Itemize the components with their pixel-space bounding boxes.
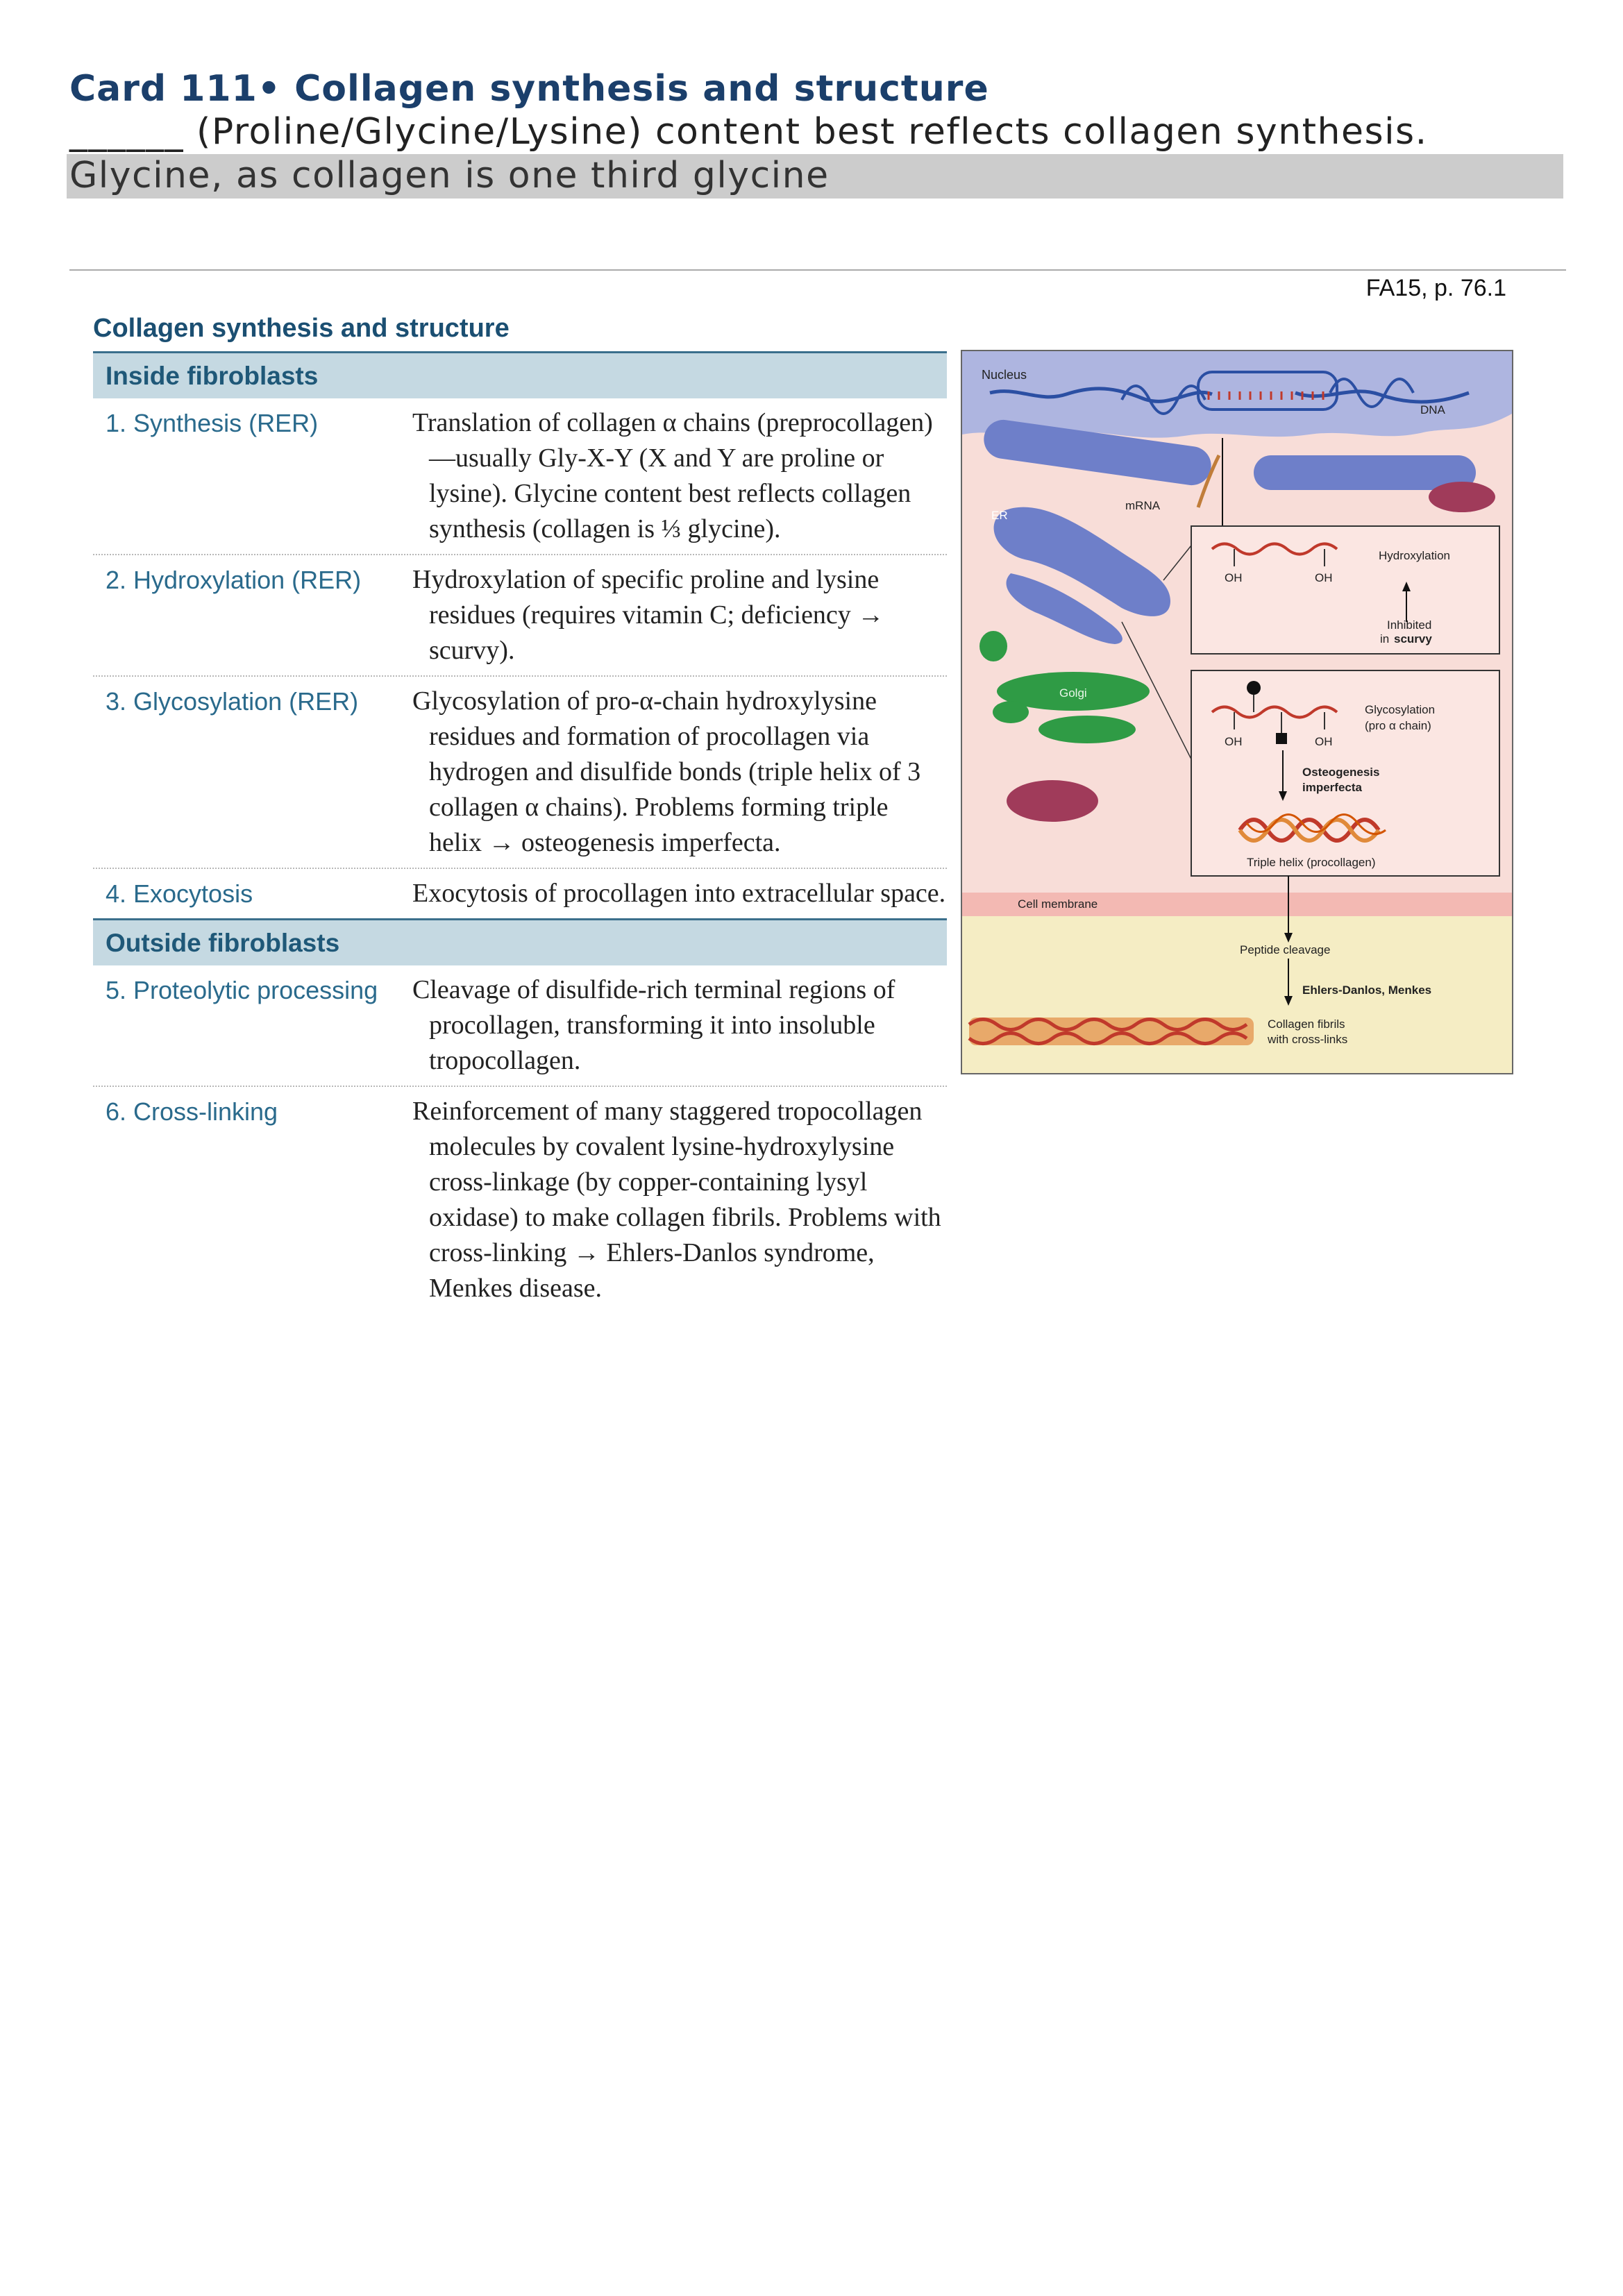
step-description: Exocytosis of procollagen into extracell…: [412, 879, 946, 908]
extracellular-space: [962, 916, 1512, 1073]
nucleus: [962, 351, 1512, 438]
label-dna: DNA: [1420, 403, 1446, 416]
source-reference: FA15, p. 76.1: [1365, 275, 1506, 301]
golgi-cisterna: [1038, 716, 1136, 743]
label-er: ER: [991, 509, 1008, 522]
label-cell-membrane: Cell membrane: [1018, 897, 1098, 911]
galactose-square: [1276, 733, 1287, 744]
mitochondrion: [1007, 780, 1098, 822]
golgi-cisterna: [997, 672, 1150, 711]
golgi-cisterna: [979, 631, 1007, 661]
label-mrna: mRNA: [1125, 499, 1161, 512]
table-row: 2. Hydroxylation (RER) Hydroxylation of …: [93, 555, 947, 677]
table-row: 1. Synthesis (RER) Translation of collag…: [93, 398, 947, 555]
dna-helix-right: [1329, 378, 1415, 408]
label-imperfecta: imperfecta: [1302, 781, 1363, 794]
steps-table: Inside fibroblasts 1. Synthesis (RER) Tr…: [93, 351, 947, 1313]
answer-highlight: [67, 154, 1563, 199]
dna-helix-left: [1120, 385, 1206, 415]
glycosylation-panel: [1191, 670, 1500, 877]
step-label: 4. Exocytosis: [106, 879, 253, 908]
label-hydroxylation: Hydroxylation: [1379, 549, 1450, 562]
step-label: 1. Synthesis (RER): [106, 409, 319, 437]
hydroxylation-panel: [1191, 525, 1500, 655]
label-oh: OH: [1315, 735, 1333, 748]
step-label: 2. Hydroxylation (RER): [106, 566, 362, 594]
answer-text: Glycine, as collagen is one third glycin…: [69, 155, 830, 196]
mitochondrion: [1429, 482, 1495, 512]
triple-helix-procollagen: [1238, 813, 1386, 843]
label-scurvy: scurvy: [1394, 632, 1432, 645]
nuclear-envelope-left: [984, 419, 1211, 486]
question-text: ______ (Proline/Glycine/Lysine) content …: [69, 111, 1428, 153]
label-ehlers-menkes: Ehlers-Danlos, Menkes: [1302, 984, 1431, 997]
step-label: 6. Cross-linking: [106, 1097, 278, 1126]
section-heading-outside: Outside fibroblasts: [93, 918, 947, 965]
label-glycosylation: Glycosylation: [1365, 703, 1435, 716]
section-heading-inside: Inside fibroblasts: [93, 351, 947, 398]
divider: [69, 269, 1566, 271]
label-triple-helix: Triple helix (procollagen): [1247, 856, 1376, 869]
step-description: Reinforcement of many staggered tropocol…: [412, 1097, 941, 1303]
label-oh: OH: [1225, 735, 1243, 748]
table-title: Collagen synthesis and structure: [93, 314, 510, 343]
collagen-diagram: Nucleus DNA mRNA ER Golgi OH OH Hydroxyl…: [961, 350, 1513, 1074]
dna-rungs: [1207, 391, 1325, 400]
label-oh: OH: [1225, 571, 1243, 584]
label-nucleus: Nucleus: [982, 368, 1027, 382]
step-description: Translation of collagen α chains (prepro…: [412, 408, 933, 543]
step-label: 3. Glycosylation (RER): [106, 687, 359, 716]
step-description: Glycosylation of pro-α-chain hydroxylysi…: [412, 686, 921, 857]
endoplasmic-reticulum: [993, 507, 1170, 616]
label-collagen-fibrils: Collagen fibrils: [1268, 1018, 1345, 1031]
collagen-fibrils: [968, 1018, 1254, 1045]
cell-membrane: [962, 893, 1512, 916]
mrna-strand: [1196, 454, 1221, 508]
nuclear-envelope-right: [1254, 455, 1476, 490]
label-peptide-cleavage: Peptide cleavage: [1240, 943, 1330, 956]
glucose-circle: [1247, 681, 1261, 695]
card-title: Card 111• Collagen synthesis and structu…: [69, 68, 989, 110]
table-row: 6. Cross-linking Reinforcement of many s…: [93, 1087, 947, 1313]
step-label: 5. Proteolytic processing: [106, 976, 378, 1004]
label-pro-alpha-chain: (pro α chain): [1365, 719, 1431, 732]
step-description: Cleavage of disulfide-rich terminal regi…: [412, 975, 895, 1075]
transcription-bubble: [1197, 371, 1338, 411]
golgi-cisterna: [993, 701, 1029, 723]
label-inhibited: Inhibited: [1387, 618, 1431, 632]
step-description: Hydroxylation of specific proline and ly…: [412, 565, 884, 665]
table-row: 4. Exocytosis Exocytosis of procollagen …: [93, 869, 947, 918]
label-oh: OH: [1315, 571, 1333, 584]
dna-strand-2: [1295, 389, 1470, 404]
label-osteogenesis: Osteogenesis: [1302, 766, 1380, 779]
label-inhibited-in: in: [1380, 632, 1389, 645]
label-golgi: Golgi: [1059, 686, 1087, 700]
label-cross-links: with cross-links: [1267, 1033, 1347, 1046]
table-row: 5. Proteolytic processing Cleavage of di…: [93, 965, 947, 1087]
table-row: 3. Glycosylation (RER) Glycosylation of …: [93, 677, 947, 869]
